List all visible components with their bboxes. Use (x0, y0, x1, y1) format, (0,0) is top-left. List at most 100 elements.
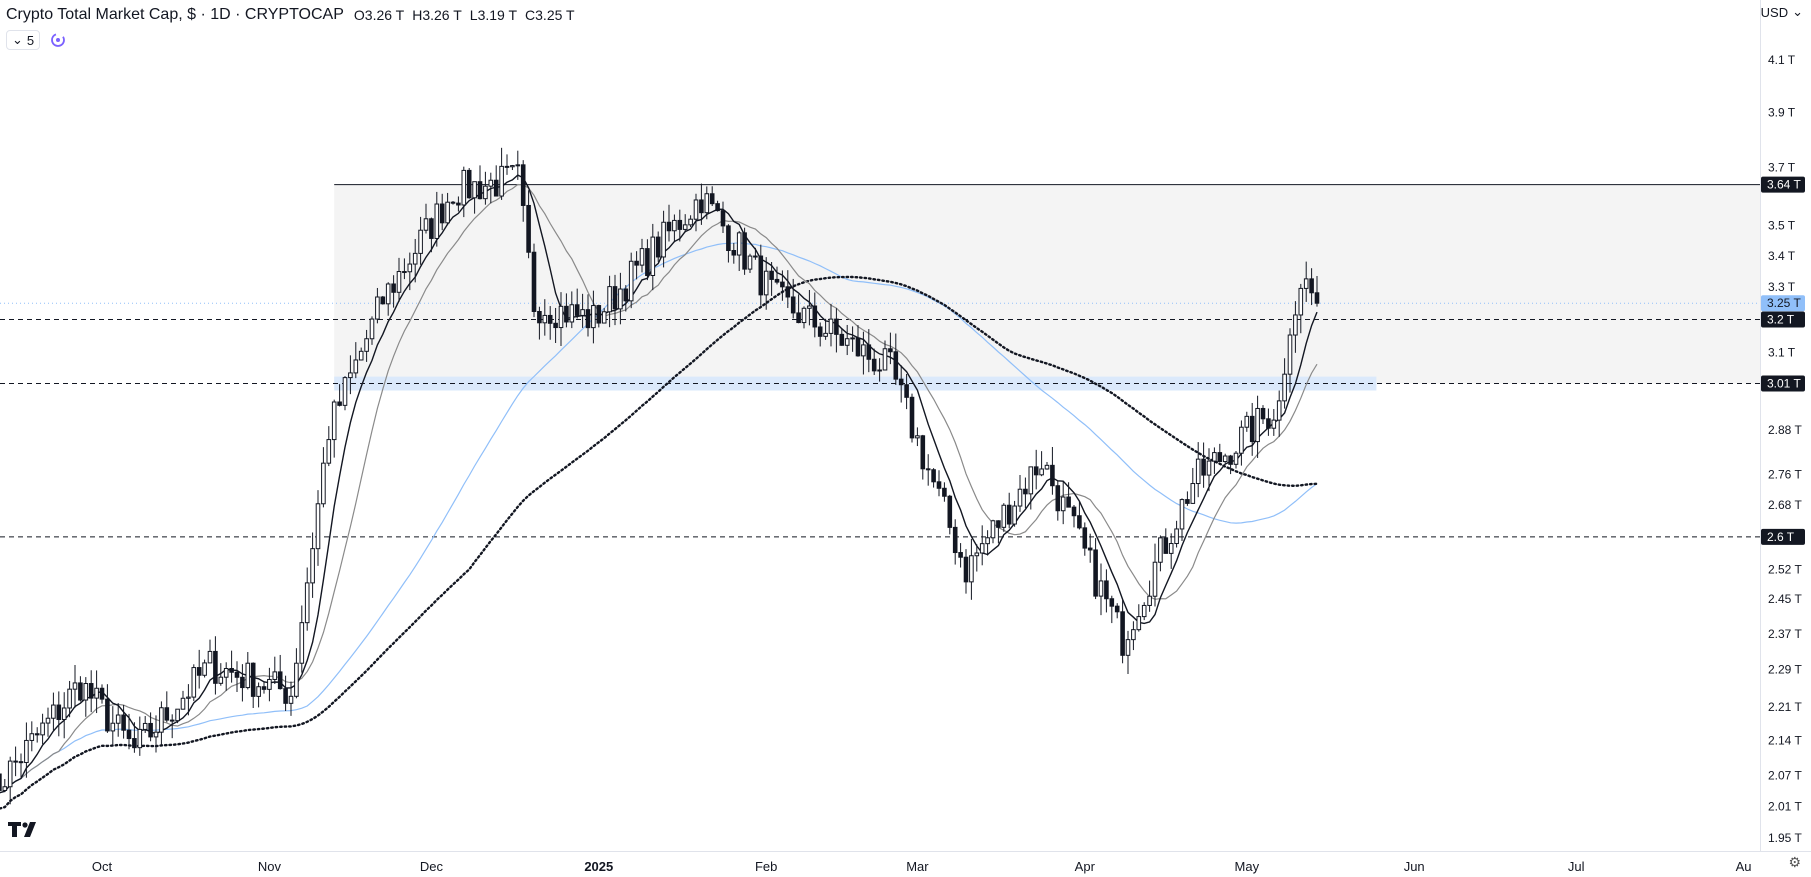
time-tick-label: Dec (420, 859, 444, 874)
candle (18, 753, 24, 779)
candle (45, 707, 51, 737)
candle (445, 192, 450, 226)
candle (893, 333, 899, 385)
candle (774, 266, 780, 285)
candle (223, 662, 229, 691)
candle (720, 201, 726, 233)
candle (866, 329, 872, 373)
candle (191, 664, 197, 702)
candle (553, 307, 558, 343)
candle (375, 287, 380, 324)
candle (450, 200, 456, 205)
candle (915, 427, 920, 447)
time-tick-label: Au (1736, 859, 1752, 874)
candle (936, 470, 942, 497)
candle (1147, 580, 1152, 612)
indicators-toggle-button[interactable]: ⌄ 5 (6, 30, 41, 50)
price-tick-label: 1.95 T (1768, 831, 1802, 845)
candle (699, 183, 704, 225)
candle (747, 253, 753, 273)
ohlc-high: H3.26 T (412, 7, 462, 23)
candle (909, 393, 915, 443)
candle (1006, 492, 1012, 529)
price-tick-label: 3.3 T (1768, 280, 1796, 294)
candle (510, 164, 515, 171)
candle (931, 468, 936, 488)
candle (666, 204, 672, 242)
candle (1044, 461, 1050, 470)
candle (56, 691, 62, 737)
candle (283, 675, 288, 712)
candle (871, 348, 877, 375)
candle (715, 200, 720, 212)
candle (348, 355, 353, 395)
candle (969, 538, 974, 600)
time-tick-label: Jul (1568, 859, 1585, 874)
candle (1228, 454, 1233, 475)
chart-legend: Crypto Total Market Cap, $ · 1D · CRYPTO… (6, 6, 583, 24)
price-tick-label: 3.7 T (1768, 160, 1796, 174)
candle (542, 299, 548, 336)
candle (1055, 480, 1061, 521)
candle (1222, 453, 1228, 464)
candle (618, 272, 623, 325)
currency-selector[interactable]: USD ⌄ (1761, 4, 1803, 20)
candle (1201, 442, 1206, 488)
candle (958, 543, 963, 568)
candle (985, 530, 990, 556)
candle (537, 306, 542, 340)
candle (531, 243, 537, 318)
candle (558, 292, 564, 346)
candle (434, 191, 440, 247)
candle (304, 567, 310, 631)
tradingview-logo-icon[interactable] (8, 820, 42, 838)
candle (920, 434, 926, 480)
price-tick-label: 2.07 T (1768, 768, 1802, 782)
candle (828, 303, 834, 347)
candle (726, 224, 731, 263)
candle (331, 399, 337, 458)
candle (267, 667, 272, 702)
candle (758, 244, 764, 306)
candle (742, 227, 747, 275)
candle (175, 708, 180, 724)
candle (1109, 595, 1115, 624)
price-label-box-4 (1761, 528, 1805, 545)
price-label-box-0 (1761, 176, 1805, 193)
candle (1206, 448, 1212, 492)
price-tick-label: 2.21 T (1768, 700, 1802, 714)
price-tick-label: 3.1 T (1768, 346, 1796, 360)
candle (780, 270, 785, 301)
candle (1233, 450, 1239, 469)
candle (121, 704, 126, 739)
candle (1260, 405, 1266, 425)
candle (126, 713, 132, 750)
gear-icon[interactable]: ⚙ (1788, 854, 1801, 870)
price-tick-label: 2.76 T (1768, 467, 1802, 481)
candle (834, 308, 839, 353)
candle (682, 214, 688, 233)
candle (520, 160, 526, 222)
candle (1141, 602, 1147, 621)
candle (7, 756, 13, 805)
candle (94, 670, 99, 714)
candle (979, 525, 985, 566)
candle (213, 636, 218, 695)
candle (1195, 442, 1201, 498)
price-tick-label: 2.37 T (1768, 627, 1802, 641)
candle (159, 701, 164, 746)
candle (456, 196, 461, 212)
candle (2, 778, 8, 793)
candle (904, 374, 909, 410)
candle (547, 306, 553, 340)
candle (844, 324, 850, 356)
chart-title[interactable]: Crypto Total Market Cap, $ · 1D · CRYPTO… (6, 6, 344, 23)
ohlc-open: O3.26 T (353, 7, 405, 23)
candle (650, 223, 656, 291)
candle (1012, 500, 1017, 527)
candle (1163, 528, 1169, 554)
price-tick-label: 2.88 T (1768, 423, 1802, 437)
time-tick-label: Oct (92, 859, 113, 874)
